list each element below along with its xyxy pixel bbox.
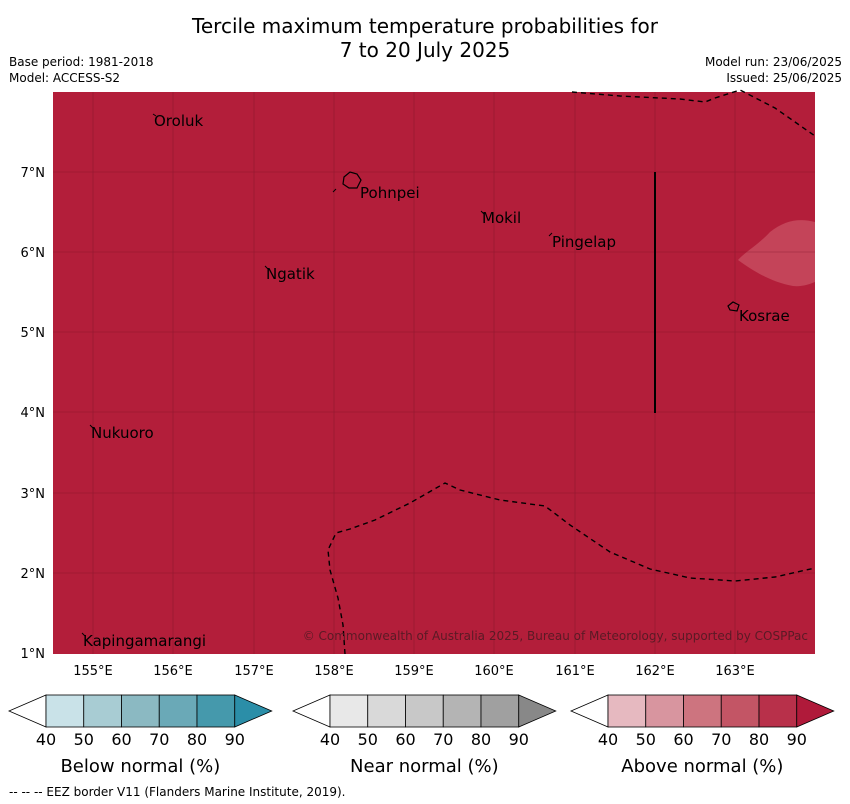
longitude-ticks: 155°E 156°E 157°E 158°E 159°E 160°E 161°… xyxy=(73,664,755,679)
colorbar-tick-label: 60 xyxy=(111,730,131,749)
lon-tick: 155°E xyxy=(73,664,113,679)
lon-tick: 160°E xyxy=(474,664,514,679)
pohnpei-island xyxy=(342,171,362,189)
colorbar-segment xyxy=(405,694,444,728)
place-label-kosrae: Kosrae xyxy=(739,307,790,325)
lon-tick: 158°E xyxy=(314,664,354,679)
colorbar-segment xyxy=(45,694,85,728)
colorbar-title: Near normal (%) xyxy=(350,756,499,777)
lon-tick: 159°E xyxy=(394,664,434,679)
colorbar-segment xyxy=(607,694,647,728)
lon-tick: 161°E xyxy=(555,664,595,679)
colorbar-segment xyxy=(720,694,760,728)
lat-tick: 3°N xyxy=(21,487,46,502)
place-label-pohnpei: Pohnpei xyxy=(360,184,420,202)
lat-tick: 4°N xyxy=(21,406,46,421)
map-panel: Oroluk Pohnpei Mokil Pingelap Ngatik Kos… xyxy=(53,89,816,655)
colorbar-tick-label: 40 xyxy=(36,730,56,749)
issued-date: Issued: 25/06/2025 xyxy=(726,71,842,85)
island-mark xyxy=(332,188,337,193)
colorbar-min-extension xyxy=(569,694,609,728)
meta-left: Base period: 1981-2018 Model: ACCESS-S2 xyxy=(9,54,154,86)
colorbar-tick-label: 50 xyxy=(74,730,94,749)
copyright-notice: © Commonwealth of Australia 2025, Bureau… xyxy=(303,629,808,643)
place-label-mokil: Mokil xyxy=(482,209,521,227)
colorbar-segment xyxy=(121,694,160,728)
colorbar-tick-label: 50 xyxy=(636,730,656,749)
lon-tick: 163°E xyxy=(715,664,755,679)
colorbar-max-extension xyxy=(234,694,273,728)
colorbar-tick-label: 50 xyxy=(358,730,378,749)
colorbar-segment xyxy=(683,694,722,728)
colorbar-segment xyxy=(367,694,406,728)
graticule xyxy=(53,92,815,654)
model-name: Model: ACCESS-S2 xyxy=(9,71,121,85)
meta-right: Model run: 23/06/2025 Issued: 25/06/2025 xyxy=(705,54,842,86)
kosrae-island xyxy=(727,301,740,312)
map-title: Tercile maximum temperature probabilitie… xyxy=(0,14,850,62)
lat-tick: 2°N xyxy=(21,567,46,582)
colorbar-tick-label: 60 xyxy=(395,730,415,749)
colorbar-below-normal: 40 50 60 70 80 90 Below normal (%) xyxy=(7,694,273,777)
place-label-ngatik: Ngatik xyxy=(266,265,315,283)
colorbar-tick-label: 40 xyxy=(320,730,340,749)
colorbar-segment xyxy=(83,694,122,728)
lon-tick: 162°E xyxy=(635,664,675,679)
colorbar-tick-label: 70 xyxy=(433,730,453,749)
colorbar-near-normal: 40 50 60 70 80 90 Near normal (%) xyxy=(291,694,557,777)
colorbar-segment xyxy=(196,694,236,728)
colorbar-segment xyxy=(758,694,798,728)
eez-footnote: -- -- -- EEZ border V11 (Flanders Marine… xyxy=(9,785,346,799)
colorbar-segment xyxy=(329,694,369,728)
colorbar-segment xyxy=(645,694,684,728)
lat-tick: 1°N xyxy=(21,647,46,662)
title-line-1: Tercile maximum temperature probabilitie… xyxy=(192,14,658,38)
lat-tick: 6°N xyxy=(21,246,46,261)
colorbar-tick-label: 70 xyxy=(711,730,731,749)
colorbar-segment xyxy=(442,694,482,728)
colorbar-tick-label: 90 xyxy=(225,730,245,749)
colorbar-max-extension xyxy=(796,694,835,728)
colorbar-tick-label: 80 xyxy=(471,730,491,749)
model-run: Model run: 23/06/2025 xyxy=(704,55,842,69)
lower-probability-patch xyxy=(738,220,815,287)
place-label-oroluk: Oroluk xyxy=(154,112,203,130)
lat-tick: 7°N xyxy=(21,166,46,181)
colorbar-tick-label: 80 xyxy=(187,730,207,749)
colorbar-segment xyxy=(158,694,198,728)
place-label-pingelap: Pingelap xyxy=(552,233,616,251)
lat-tick: 5°N xyxy=(21,326,46,341)
colorbar-tick-label: 90 xyxy=(787,730,807,749)
colorbar-tick-label: 70 xyxy=(149,730,169,749)
latitude-ticks: 7°N 6°N 5°N 4°N 3°N 2°N 1°N xyxy=(21,166,46,662)
colorbar-tick-label: 90 xyxy=(509,730,529,749)
place-label-nukuoro: Nukuoro xyxy=(91,424,154,442)
place-label-kapingamarangi: Kapingamarangi xyxy=(83,632,206,650)
lon-tick: 156°E xyxy=(153,664,193,679)
colorbar-max-extension xyxy=(518,694,557,728)
colorbar-title: Below normal (%) xyxy=(60,756,220,777)
colorbar-tick-label: 80 xyxy=(749,730,769,749)
colorbar-segment xyxy=(480,694,520,728)
atoll-marks xyxy=(81,113,553,637)
colorbar-min-extension xyxy=(291,694,331,728)
colorbar-title: Above normal (%) xyxy=(621,756,783,777)
probability-field xyxy=(53,92,815,654)
eez-borders xyxy=(327,89,816,655)
colorbar-tick-label: 60 xyxy=(673,730,693,749)
lon-tick: 157°E xyxy=(234,664,274,679)
colorbar-min-extension xyxy=(7,694,47,728)
base-period: Base period: 1981-2018 xyxy=(9,55,154,69)
colorbar-tick-label: 40 xyxy=(598,730,618,749)
title-line-2: 7 to 20 July 2025 xyxy=(339,38,511,62)
